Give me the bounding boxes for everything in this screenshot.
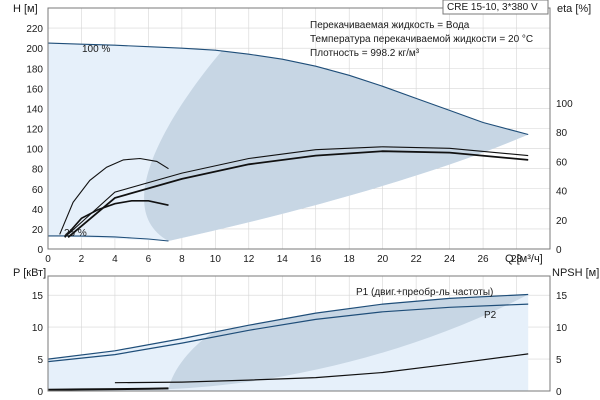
head-tick-label: 60 xyxy=(32,185,44,196)
flow-tick-label: 24 xyxy=(444,254,456,265)
info-density: Плотность = 998.2 кг/м³ xyxy=(310,48,420,59)
eta-tick-label: 0 xyxy=(556,245,562,256)
annotation-25-percent: 25 % xyxy=(64,228,87,239)
head-y-ticks: 0 20 40 60 80 100 120 140 160 180 200 220 xyxy=(26,24,43,256)
power-y-ticks: 0 5 10 15 xyxy=(32,291,44,398)
head-tick-label: 180 xyxy=(26,64,43,75)
flow-axis-label: Q [м³/ч] xyxy=(505,253,543,265)
npsh-tick-label: 5 xyxy=(556,355,562,366)
head-plot-frame xyxy=(47,7,551,250)
power-chart: 0 5 10 15 0 5 10 15 P [кВт] NPSH [м] P1 (двиг.… xyxy=(13,267,599,398)
operating-regions xyxy=(48,43,529,241)
efficiency-curve-4 xyxy=(64,200,169,238)
head-tick-label: 200 xyxy=(26,44,43,55)
power-tick-label: 15 xyxy=(32,291,44,302)
annotation-100-percent: 100 % xyxy=(82,44,110,55)
head-tick-label: 220 xyxy=(26,24,43,35)
flow-tick-label: 14 xyxy=(277,254,289,265)
legend-p1: P1 (двиг.+преобр-ль частоты) xyxy=(356,286,493,298)
flow-tick-label: 12 xyxy=(243,254,255,265)
flow-tick-label: 20 xyxy=(377,254,389,265)
head-tick-label: 120 xyxy=(26,125,43,136)
flow-tick-label: 28 xyxy=(511,254,523,265)
model-label: CRE 15-10, 3*380 V xyxy=(447,2,538,13)
head-and-efficiency-curves xyxy=(47,42,529,242)
npsh-curve-2 xyxy=(114,353,529,384)
flow-tick-label: 10 xyxy=(210,254,222,265)
efficiency-curve-5 xyxy=(59,157,169,235)
flow-x-ticks: 0 2 4 6 8 10 12 14 16 18 20 22 24 26 28 xyxy=(45,254,522,265)
legend-p2: P2 xyxy=(484,310,497,321)
efficiency-curve-3 xyxy=(67,146,529,235)
npsh-tick-label: 0 xyxy=(556,387,562,398)
efficiency-curve-2 xyxy=(67,150,529,238)
head-tick-label: 100 xyxy=(26,145,43,156)
npsh-tick-label: 15 xyxy=(556,291,568,302)
eta-tick-label: 80 xyxy=(556,128,568,139)
head-curve-1 xyxy=(48,235,169,242)
head-curve-0 xyxy=(47,42,529,136)
flow-tick-label: 18 xyxy=(344,254,356,265)
eta-tick-label: 100 xyxy=(556,99,573,110)
power-operating-regions xyxy=(48,294,529,391)
head-tick-label: 80 xyxy=(32,165,44,176)
power-plot-frame xyxy=(47,275,551,392)
head-axis-label: H [м] xyxy=(13,3,38,15)
power-tick-label: 10 xyxy=(32,323,44,334)
power-area-dark xyxy=(168,294,529,390)
head-tick-label: 160 xyxy=(26,84,43,95)
flow-tick-label: 4 xyxy=(112,254,118,265)
flow-tick-label: 26 xyxy=(478,254,490,265)
flow-tick-label: 22 xyxy=(411,254,423,265)
eta-y-ticks: 0 20 40 60 80 100 xyxy=(556,99,573,256)
power-axis-label: P [кВт] xyxy=(13,267,46,279)
power-curve-1 xyxy=(47,303,529,363)
npsh-y-ticks: 0 5 10 15 xyxy=(556,291,568,398)
info-liquid: Перекачиваемая жидкость = Вода xyxy=(310,20,470,31)
info-temperature: Температура перекачиваемой жидкости = 20… xyxy=(310,34,533,45)
head-tick-label: 140 xyxy=(26,104,43,115)
operating-area-dark xyxy=(144,50,529,241)
power-curve-3 xyxy=(47,387,169,391)
npsh-tick-label: 10 xyxy=(556,323,568,334)
flow-tick-label: 8 xyxy=(179,254,185,265)
power-tick-label: 5 xyxy=(37,355,43,366)
model-box xyxy=(442,0,549,15)
eta-tick-label: 20 xyxy=(556,216,568,227)
head-tick-label: 0 xyxy=(37,245,43,256)
eta-tick-label: 60 xyxy=(556,157,568,168)
flow-tick-label: 6 xyxy=(146,254,152,265)
flow-tick-label: 16 xyxy=(310,254,322,265)
eta-tick-label: 40 xyxy=(556,187,568,198)
power-tick-label: 0 xyxy=(37,387,43,398)
head-tick-label: 20 xyxy=(32,225,44,236)
eta-axis-label: eta [%] xyxy=(557,3,591,15)
power-and-npsh-curves xyxy=(47,293,529,391)
head-tick-label: 40 xyxy=(32,205,44,216)
flow-tick-label: 0 xyxy=(45,254,51,265)
flow-tick-label: 2 xyxy=(79,254,85,265)
power-curve-0 xyxy=(47,293,529,360)
npsh-axis-label: NPSH [м] xyxy=(552,267,599,279)
